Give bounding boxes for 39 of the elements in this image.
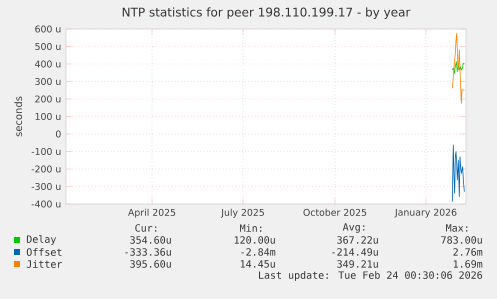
y-tick-label: 600 u bbox=[35, 25, 60, 33]
x-tick-label: October 2025 bbox=[303, 208, 366, 216]
text: 367.22u bbox=[337, 236, 378, 244]
line-series bbox=[452, 61, 465, 74]
text: 354.60u bbox=[130, 236, 171, 244]
text: Last update: Tue Feb 24 00:30:06 2026 bbox=[259, 271, 482, 281]
x-tick-label: January 2026 bbox=[394, 208, 456, 218]
text: Avg: bbox=[342, 223, 364, 233]
text: -214.49u bbox=[332, 248, 378, 256]
text: -2.84m bbox=[241, 248, 276, 256]
y-tick-label: 100 u bbox=[36, 112, 60, 120]
text: Min: bbox=[240, 224, 262, 232]
y-tick-label: -400 u bbox=[32, 200, 60, 208]
y-tick-label: -100 u bbox=[32, 148, 60, 156]
legend-label: Delay bbox=[26, 235, 56, 245]
text: 2.76m bbox=[453, 248, 482, 256]
text: 783.00u bbox=[441, 236, 482, 244]
y-tick-label: -300 u bbox=[32, 182, 60, 190]
legend-label: Offset bbox=[26, 248, 62, 256]
text: Max: bbox=[446, 224, 468, 232]
y-tick-label: 0 bbox=[56, 130, 61, 138]
text: 120.00u bbox=[234, 236, 275, 244]
y-tick-label: 400 u bbox=[35, 60, 60, 68]
x-tick-label: July 2025 bbox=[220, 208, 264, 218]
text: 349.21u bbox=[337, 260, 378, 268]
y-tick-label: 300 u bbox=[35, 78, 60, 86]
text: -333.36u bbox=[125, 248, 171, 256]
text: 1.69m bbox=[454, 260, 482, 268]
text: 14.45u bbox=[240, 260, 275, 268]
legend-label: Jitter bbox=[26, 260, 62, 268]
x-tick-label: April 2025 bbox=[128, 208, 176, 218]
y-tick-label: 200 u bbox=[35, 95, 60, 103]
line-series bbox=[452, 144, 465, 202]
y-tick-label: -200 u bbox=[32, 165, 60, 173]
y-axis-title: seconds bbox=[14, 96, 22, 136]
text: 395.60u bbox=[130, 260, 171, 268]
chart-title: NTP statistics for peer 198.110.199.17 - by year bbox=[122, 7, 410, 19]
y-tick-label: 500 u bbox=[35, 42, 60, 50]
text: Cur: bbox=[135, 224, 156, 232]
